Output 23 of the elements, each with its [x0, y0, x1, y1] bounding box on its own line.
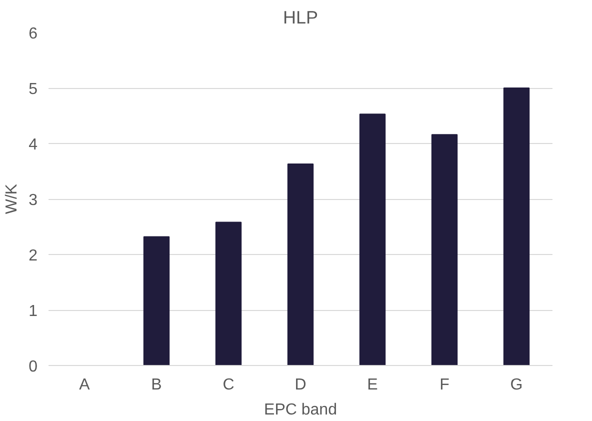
- chart-title: HLP: [282, 8, 318, 28]
- bar: [503, 88, 530, 366]
- bar: [215, 222, 242, 366]
- y-tick-label: 0: [28, 358, 38, 376]
- y-tick-label: 2: [28, 248, 38, 264]
- y-tick-label: 3: [28, 192, 38, 209]
- x-tick-label: C: [222, 376, 234, 394]
- bar: [143, 236, 170, 366]
- y-tick-label: 5: [28, 81, 38, 98]
- bar: [287, 164, 314, 366]
- y-tick-label: 4: [28, 136, 38, 154]
- y-axis-title: W/K: [4, 184, 21, 214]
- x-tick-label: F: [440, 376, 450, 394]
- y-tick-label: 1: [28, 303, 38, 320]
- bar: [431, 134, 458, 366]
- x-tick-label: D: [294, 376, 306, 394]
- x-tick-label: A: [79, 376, 90, 394]
- x-tick-label: B: [151, 376, 162, 394]
- x-tick-label: G: [510, 376, 523, 394]
- x-tick-label: E: [367, 376, 378, 394]
- bar: [359, 114, 386, 366]
- y-tick-label: 6: [28, 26, 38, 42]
- x-axis-title: EPC band: [264, 402, 337, 418]
